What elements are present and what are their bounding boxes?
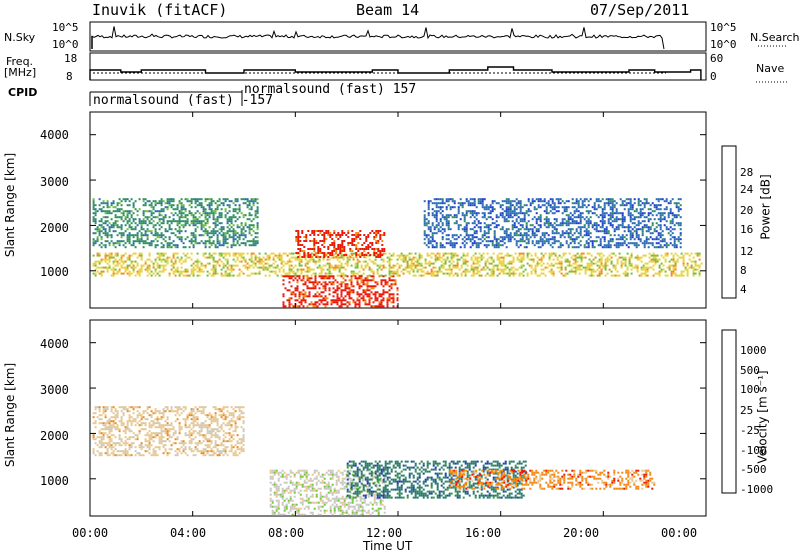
velocity-ytick-3000: 3000: [40, 383, 69, 397]
power-colorbar: [721, 145, 737, 299]
velocity-heatmap-region-0: [92, 406, 245, 457]
power-cb-28: 28: [740, 166, 754, 179]
power-ytick-4000: 4000: [40, 128, 69, 142]
power-ytick-3000: 3000: [40, 175, 69, 189]
nsky-panel-frame: [89, 21, 707, 52]
freq-trace: [89, 66, 702, 80]
xlabel: Time UT: [363, 539, 413, 553]
date-title: 07/Sep/2011: [590, 1, 690, 19]
power-cb-12: 12: [740, 245, 754, 258]
power-heatmap-region-2: [282, 275, 399, 308]
power-heatmap-region-3: [295, 230, 386, 258]
nsky-tick-bottom: 10^0: [52, 38, 79, 51]
vel-cb-500: 500: [740, 364, 760, 377]
beam-title: Beam 14: [356, 1, 420, 19]
nave-tick-bottom: 0: [710, 70, 717, 83]
cpid-segment-2: normalsound (fast) 157: [244, 82, 417, 97]
power-cb-24: 24: [740, 183, 754, 196]
nsearch-tick-top: 10^5: [710, 21, 737, 34]
power-colorbar-frame: [721, 145, 737, 299]
xtick-2000: 20:00: [563, 526, 600, 540]
power-cb-16: 16: [740, 223, 754, 236]
freq-unit-label: [MHz]: [4, 66, 37, 79]
vel-cb-m1000: -1000: [740, 483, 774, 496]
xtick-0000: 00:00: [72, 526, 109, 540]
nsky-trace: [91, 26, 665, 50]
freq-label: Freq.: [6, 55, 34, 68]
freq-tick-top: 18: [64, 52, 78, 65]
xtick-0800: 08:00: [268, 526, 305, 540]
vel-cb-m25: -25: [740, 424, 760, 437]
velocity-ylabel: Slant Range [km]: [3, 362, 18, 468]
nsearch-tick-bottom: 10^0: [710, 38, 737, 51]
velocity-cb-label: Velocity [m s⁻¹]: [755, 370, 770, 464]
velocity-ytick-2000: 2000: [40, 429, 69, 443]
power-heatmap-region-4: [423, 198, 682, 249]
power-cb-20: 20: [740, 204, 754, 217]
power-ylabel: Slant Range [km]: [3, 152, 18, 258]
power-heatmap: [92, 198, 703, 308]
power-cb-4: 4: [740, 283, 747, 296]
nsky-tick-top: 10^5: [52, 21, 79, 34]
cpid-line: [89, 90, 243, 106]
power-heatmap-region-0: [92, 252, 703, 277]
velocity-colorbar: [721, 329, 737, 494]
nsky-label: N.Sky: [4, 31, 36, 44]
power-cb-label: Power [dB]: [758, 174, 773, 240]
power-ytick-1000: 1000: [40, 265, 69, 279]
nsearch-label: N.Search: [750, 31, 800, 44]
power-cb-8: 8: [740, 264, 747, 277]
vel-cb-100: 100: [740, 383, 760, 396]
cpid-segment-1: normalsound (fast) -157: [93, 93, 274, 108]
velocity-colorbar-frame: [721, 329, 737, 494]
vel-cb-m100: -100: [740, 444, 767, 457]
vel-cb-1000: 1000: [740, 344, 767, 357]
cpid-label: CPID: [8, 86, 38, 99]
freq-tick-bottom: 8: [66, 70, 73, 83]
power-heatmap-region-1: [92, 198, 259, 249]
xtick-2400: 00:00: [661, 526, 698, 540]
freq-panel-frame: [89, 52, 707, 81]
velocity-heatmap: [92, 406, 656, 516]
xtick-1200: 12:00: [366, 526, 403, 540]
velocity-heatmap-region-3: [449, 469, 656, 490]
nave-label: Nave: [756, 62, 785, 75]
station-title: Inuvik (fitACF): [92, 1, 228, 19]
nave-tick-top: 60: [710, 52, 724, 65]
vel-cb-25: 25: [740, 404, 754, 417]
xtick-0400: 04:00: [170, 526, 207, 540]
xtick-1600: 16:00: [465, 526, 502, 540]
velocity-ytick-4000: 4000: [40, 337, 69, 351]
power-ytick-2000: 2000: [40, 221, 69, 235]
vel-cb-m500: -500: [740, 463, 767, 476]
velocity-ytick-1000: 1000: [40, 474, 69, 488]
